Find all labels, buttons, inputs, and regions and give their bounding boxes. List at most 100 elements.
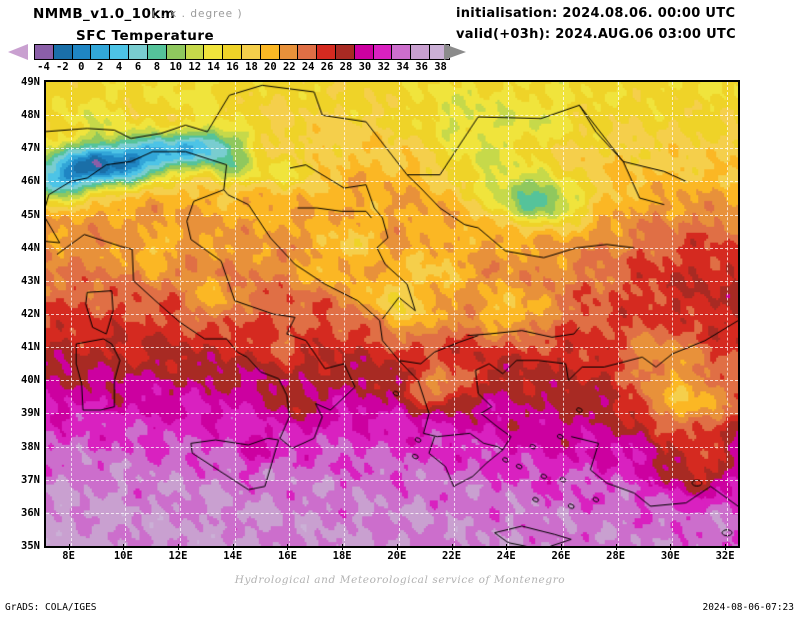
- gridline-lon: [344, 82, 346, 546]
- gridline-lat: [46, 413, 738, 415]
- colorbar-under-arrow-icon: [8, 44, 28, 60]
- gridline-lat: [46, 347, 738, 349]
- agency-credit: Hydrological and Meteorological service …: [234, 574, 566, 586]
- colorbar-tick: 14: [207, 61, 220, 73]
- latitude-tick: 40N: [21, 374, 40, 387]
- colorbar-tick: 10: [169, 61, 183, 73]
- longitude-tick: 14E: [223, 550, 243, 562]
- longitude-tick: 30E: [660, 550, 680, 562]
- colorbar-swatch: [279, 45, 299, 59]
- colorbar-tick: 18: [245, 61, 258, 73]
- colorbar-swatch: [129, 45, 148, 59]
- gridline-lat: [46, 148, 738, 150]
- colorbar-tick: 8: [153, 61, 161, 73]
- gridline-lat: [46, 446, 738, 448]
- longitude-tickmark: [506, 544, 508, 550]
- longitude-tick: 12E: [168, 550, 188, 562]
- colorbar-swatch: [91, 45, 111, 59]
- latitude-tick: 43N: [21, 274, 40, 287]
- longitude-tick: 20E: [387, 550, 407, 562]
- colorbar-tick: 30: [358, 61, 372, 73]
- colorbar-tick: 16: [226, 61, 239, 73]
- longitude-tick: 18E: [332, 550, 352, 562]
- map-gridlines: [46, 82, 738, 546]
- longitude-tick: 32E: [715, 550, 735, 562]
- valid-time: valid(+03h): 2024.AUG.06 03:00 UTC: [456, 27, 736, 42]
- gridline-lat: [46, 479, 738, 481]
- colorbar-tick: 0: [78, 61, 85, 73]
- temperature-colorbar: [8, 44, 466, 60]
- longitude-axis-labels: 8E 10E 12E 14E 16E 18E 20E 22E 24E 26E 28E 30E 32E: [44, 544, 740, 566]
- longitude-tick: 22E: [442, 550, 462, 562]
- longitude-tickmark: [396, 544, 398, 550]
- gridline-lat: [46, 512, 738, 514]
- longitude-tickmark: [178, 544, 180, 550]
- longitude-tickmark: [615, 544, 617, 550]
- colorbar-swatch: [110, 45, 130, 59]
- colorbar-swatches: [34, 44, 450, 60]
- gridline-lon: [180, 82, 182, 546]
- colorbar-tick: 28: [339, 61, 353, 73]
- colorbar-swatch: [392, 45, 412, 59]
- units-annotation: ( . x . degree ): [152, 8, 243, 20]
- gridline-lon: [617, 82, 619, 546]
- longitude-tick: 8E: [62, 550, 75, 562]
- latitude-tick: 48N: [21, 109, 40, 122]
- longitude-tick: 26E: [551, 550, 571, 562]
- model-title: NMMB_v1.0_10km: [33, 6, 176, 22]
- colorbar-tick: 32: [377, 61, 391, 73]
- colorbar-tick: 24: [301, 61, 315, 73]
- latitude-tick: 42N: [21, 308, 40, 320]
- latitude-tick: 38N: [21, 440, 40, 453]
- longitude-tickmark: [725, 544, 727, 550]
- gridline-lon: [398, 82, 400, 546]
- gridline-lat: [46, 214, 738, 216]
- colorbar-tick: 2: [97, 61, 104, 73]
- colorbar-tick: 4: [115, 61, 123, 73]
- gridline-lat: [46, 380, 738, 382]
- gridline-lat: [46, 247, 738, 249]
- colorbar-tick: 6: [134, 61, 142, 73]
- gridline-lon: [125, 82, 127, 546]
- latitude-axis-labels: 49N 48N 47N 46N 45N 44N 43N 42N 41N 40N 39N 38N 37N 3…: [0, 76, 40, 552]
- colorbar-swatch: [373, 45, 393, 59]
- latitude-tick: 37N: [21, 473, 40, 486]
- colorbar-tick-labels: -4 -2 0 2 4 6 8 10 12 14 16 18 20 22 24 26 28 30 32 34 36 38: [34, 61, 458, 75]
- colorbar-tick: 36: [415, 61, 428, 73]
- latitude-tick: 47N: [21, 142, 40, 155]
- longitude-tickmark: [451, 544, 453, 550]
- gridline-lon: [289, 82, 291, 546]
- colorbar-swatch: [223, 45, 242, 59]
- gridline-lat: [46, 115, 738, 117]
- colorbar-tick: -4: [37, 61, 50, 73]
- colorbar-tick: 34: [396, 61, 410, 73]
- colorbar-swatch: [354, 45, 374, 59]
- longitude-tickmark: [560, 544, 562, 550]
- colorbar-tick: -2: [56, 61, 69, 73]
- longitude-tickmark: [123, 544, 125, 550]
- colorbar-swatch: [317, 45, 336, 59]
- gridline-lon: [453, 82, 455, 546]
- gridline-lat: [46, 314, 738, 315]
- gridline-lon: [727, 82, 729, 546]
- latitude-tick: 41N: [21, 341, 40, 354]
- latitude-tick: 49N: [21, 76, 40, 88]
- colorbar-over-arrow-icon: [444, 44, 466, 60]
- generation-timestamp: 2024-08-06-07:23: [702, 602, 794, 613]
- colorbar-swatch: [336, 45, 355, 59]
- longitude-tickmark: [342, 544, 344, 550]
- latitude-tick: 35N: [21, 540, 40, 552]
- longitude-tickmark: [287, 544, 289, 550]
- colorbar-tick: 38: [434, 61, 447, 73]
- colorbar-swatch: [260, 45, 280, 59]
- longitude-tick: 28E: [606, 550, 626, 562]
- sfc-temperature-map[interactable]: [44, 80, 740, 548]
- colorbar-swatch: [35, 45, 54, 59]
- colorbar-swatch: [53, 45, 73, 59]
- gridline-lon: [508, 82, 510, 546]
- longitude-tick: 10E: [113, 550, 133, 562]
- colorbar-swatch: [185, 45, 205, 59]
- colorbar-swatch: [298, 45, 318, 59]
- gridline-lon: [562, 82, 564, 546]
- gridline-lon: [234, 82, 236, 546]
